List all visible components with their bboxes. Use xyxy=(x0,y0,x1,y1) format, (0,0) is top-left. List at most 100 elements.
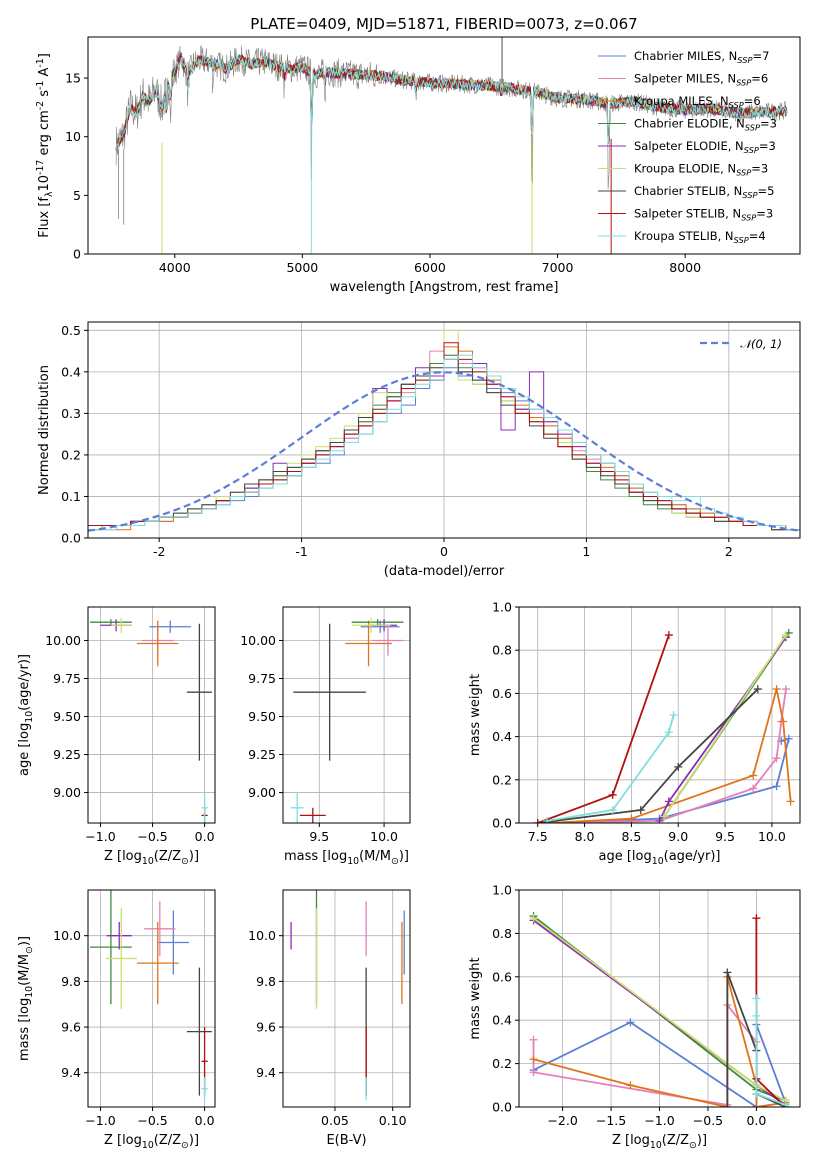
y-tick-label: 10.0 xyxy=(248,928,276,943)
y-tick-label: 10.00 xyxy=(240,633,276,648)
axes-frame xyxy=(87,36,801,255)
x-tick-label: −0.5 xyxy=(693,1113,723,1128)
x-tick-label: 10.0 xyxy=(758,829,786,844)
x-tick-label: 10.0 xyxy=(370,829,398,844)
weight-marker-kroupa_miles xyxy=(786,797,795,806)
weight-marker-kroupa_miles xyxy=(779,717,788,726)
y-tick-label: 0.6 xyxy=(492,969,512,984)
x-tick-label: 0.0 xyxy=(746,1113,766,1128)
y-tick-label: 0.8 xyxy=(492,643,512,658)
axes-frame xyxy=(282,889,411,1108)
y-tick-label: 0.0 xyxy=(492,816,512,831)
legend-entry-chabrier_stelib: Chabrier STELIB, NSSP=5 xyxy=(634,184,774,200)
weight-marker-chabrier_stelib xyxy=(753,685,762,694)
y-tick-label: 0.4 xyxy=(61,364,81,379)
weight-marker-salpeter_elodie xyxy=(664,797,673,806)
y-tick-label: 9.25 xyxy=(53,747,81,762)
x-tick-label: 8.5 xyxy=(621,829,641,844)
y-tick-label: 0.0 xyxy=(61,531,81,546)
y-tick-label: 0.6 xyxy=(492,686,512,701)
mass_vs_ebv-panel: 0.05 0.10 9.4 9.6 9.8 10.0 E(B-V) xyxy=(248,889,411,1148)
residuals-panel: -2 -1 0 1 2 0.0 0.1 0.2 0.3 0.4 0.5 (data-model)/er… xyxy=(37,321,801,579)
weight-line-kroupa_stelib xyxy=(755,998,786,1106)
weight-marker-salpeter_elodie xyxy=(655,816,664,823)
y-tick-label: 9.50 xyxy=(53,709,81,724)
y-tick-label: 9.75 xyxy=(53,671,81,686)
age_vs_Z-panel-plot-area xyxy=(90,617,212,823)
y-tick-label: 1.0 xyxy=(492,600,512,615)
weight-marker-kroupa_stelib xyxy=(752,1089,761,1098)
weight-line-kroupa_miles xyxy=(547,688,792,823)
x-tick-label: 1 xyxy=(582,544,590,559)
weight-line-chabrier_stelib xyxy=(537,688,759,823)
y-tick-label: 0.0 xyxy=(492,1100,512,1115)
weight_vs_age-panel: 7.5 8.0 8.5 9.0 9.5 10.0 0.0 0.2 0.4 0.6 0.8 1.0 age… xyxy=(468,600,801,867)
x-tick-label: 0.10 xyxy=(379,1113,407,1128)
x-tick-label: 5000 xyxy=(286,260,318,275)
x-tick-label: −1.0 xyxy=(85,829,115,844)
y-tick-label: 9.6 xyxy=(256,1020,276,1035)
y-tick-label: 9.8 xyxy=(61,974,81,989)
y-tick-label: 9.6 xyxy=(61,1020,81,1035)
mass_vs_Z-panel: −1.0 −0.5 0.0 9.4 9.6 9.8 10.0 Z [log10​(Z/Z⊙​)… xyxy=(17,889,216,1151)
y-tick-label: 0 xyxy=(73,247,81,262)
y-tick-label: 0.4 xyxy=(492,729,512,744)
axes-frame xyxy=(518,606,801,824)
mass_vs_ebv-panel-plot-area xyxy=(290,890,405,1101)
axes-frame xyxy=(282,606,411,824)
weight-marker-kroupa_stelib xyxy=(669,711,678,719)
weight-marker-kroupa_elodie xyxy=(781,631,790,640)
x-tick-label: −2.0 xyxy=(547,1113,577,1128)
legend-entry-kroupa_miles: Kroupa MILES, NSSP=6 xyxy=(634,94,761,110)
weight-line-chabrier_miles xyxy=(533,1021,787,1107)
y-tick-label: 10.0 xyxy=(53,928,81,943)
y-axis-label: age [log10​(age/yr)] xyxy=(17,654,35,776)
y-tick-label: 10 xyxy=(65,129,81,144)
y-tick-label: 0.4 xyxy=(492,1013,512,1028)
y-tick-label: 9.4 xyxy=(61,1065,81,1080)
y-axis-label: mass weight xyxy=(468,674,483,756)
x-tick-label: 8000 xyxy=(669,260,701,275)
spectrum-panel-plot-area xyxy=(115,37,788,254)
x-tick-label: 7.5 xyxy=(528,829,548,844)
weight-marker-kroupa_miles xyxy=(752,1103,761,1107)
y-tick-label: 9.8 xyxy=(256,974,276,989)
weight_vs_Z-panel-plot-area xyxy=(529,912,790,1107)
axes-frame xyxy=(87,606,216,824)
spectrum-panel: 4000 5000 6000 7000 8000 0 5 10 15 wavelength [An… xyxy=(35,15,801,295)
y-axis-label: mass [log10​(M/M⊙​)] xyxy=(17,936,35,1061)
weight-marker-kroupa_elodie xyxy=(529,914,538,923)
weight_vs_Z-panel: −2.0 −1.5 −1.0 −0.5 0.0 0.0 0.2 0.4 0.6 0.8 1.0 Z [… xyxy=(468,883,801,1151)
weight-marker-kroupa_stelib xyxy=(664,728,673,737)
weight-marker-salpeter_stelib xyxy=(664,631,673,640)
mass_vs_Z-panel-plot-area xyxy=(90,890,212,1101)
x-tick-label: −1.0 xyxy=(85,1113,115,1128)
weight-line-kroupa_elodie xyxy=(663,634,787,818)
y-tick-label: 0.2 xyxy=(492,772,512,787)
weight-marker-chabrier_miles xyxy=(772,782,781,791)
y-tick-label: 0.2 xyxy=(61,447,81,462)
weight-marker-kroupa_stelib xyxy=(781,1100,790,1107)
weight-line-salpeter_stelib xyxy=(537,634,670,823)
x-axis-label: age [log10​(age/yr)] xyxy=(599,849,721,867)
weight-marker-chabrier_miles xyxy=(784,734,793,743)
weight-marker-kroupa_stelib xyxy=(752,1011,761,1020)
legend-entry-salpeter_elodie: Salpeter ELODIE, NSSP=3 xyxy=(634,139,776,155)
weight-marker-salpeter_miles xyxy=(529,1035,538,1044)
weight-marker-chabrier_stelib xyxy=(723,1103,732,1107)
y-tick-label: 9.50 xyxy=(248,709,276,724)
weight-marker-kroupa_miles xyxy=(749,771,758,780)
x-tick-label: 0.0 xyxy=(195,1113,215,1128)
weight-marker-kroupa_stelib xyxy=(543,816,552,823)
y-tick-label: 9.75 xyxy=(248,671,276,686)
x-tick-label: −1.0 xyxy=(644,1113,674,1128)
y-tick-label: 0.5 xyxy=(61,323,81,338)
x-tick-label: 9.5 xyxy=(309,829,329,844)
x-tick-label: 8.0 xyxy=(575,829,595,844)
legend-entry-chabrier_elodie: Chabrier ELODIE, NSSP=3 xyxy=(634,117,777,133)
x-tick-label: 6000 xyxy=(414,260,446,275)
weight-marker-salpeter_miles xyxy=(529,1068,538,1077)
age_vs_Z-panel: −1.0 −0.5 0.0 9.00 9.25 9.50 9.75 10.00 Z [log10… xyxy=(17,606,216,867)
residuals-panel-plot-area xyxy=(88,329,800,532)
